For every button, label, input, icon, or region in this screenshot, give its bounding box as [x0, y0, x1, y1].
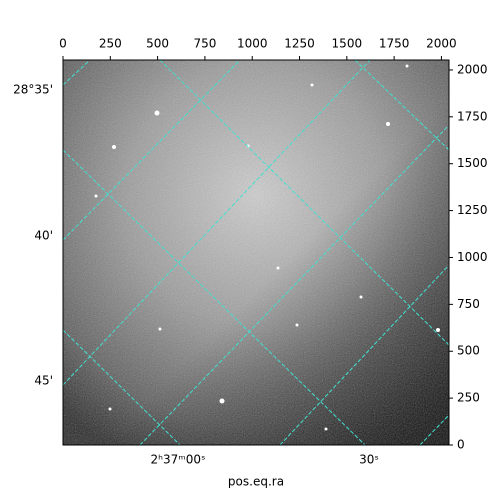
y-tick-label: 1250 [457, 203, 488, 217]
y-tick-label: 500 [457, 344, 480, 358]
y-tick-label: 250 [457, 391, 480, 405]
x-tick-label: 1000 [237, 37, 268, 51]
x-tick-label: 1500 [332, 37, 363, 51]
x-tick-label: 0 [59, 37, 67, 51]
ra-tick-label: 30ˢ [359, 453, 379, 467]
dec-tick-label: 40' [34, 229, 53, 243]
y-tick-label: 1000 [457, 250, 488, 264]
y-tick-label: 1750 [457, 109, 488, 123]
x-tick-label: 2000 [426, 37, 457, 51]
x-tick-label: 500 [146, 37, 169, 51]
frame [62, 59, 450, 446]
sky-image [63, 60, 449, 445]
x-tick-label: 1750 [379, 37, 410, 51]
x-tick-label: 1250 [284, 37, 315, 51]
dec-tick-label: 45' [34, 374, 53, 388]
x-tick-label: 750 [193, 37, 216, 51]
x-tick-label: 250 [99, 37, 122, 51]
y-tick-label: 0 [457, 438, 465, 452]
dec-tick-label: 28°35' [13, 83, 53, 97]
y-tick-label: 1500 [457, 156, 488, 170]
x-axis-label: pos.eq.ra [228, 475, 284, 489]
ra-tick-label: 2ʰ37ᵐ00ˢ [151, 453, 206, 467]
wcs-grid [63, 60, 449, 445]
y-tick-label: 2000 [457, 62, 488, 76]
y-tick-label: 750 [457, 297, 480, 311]
